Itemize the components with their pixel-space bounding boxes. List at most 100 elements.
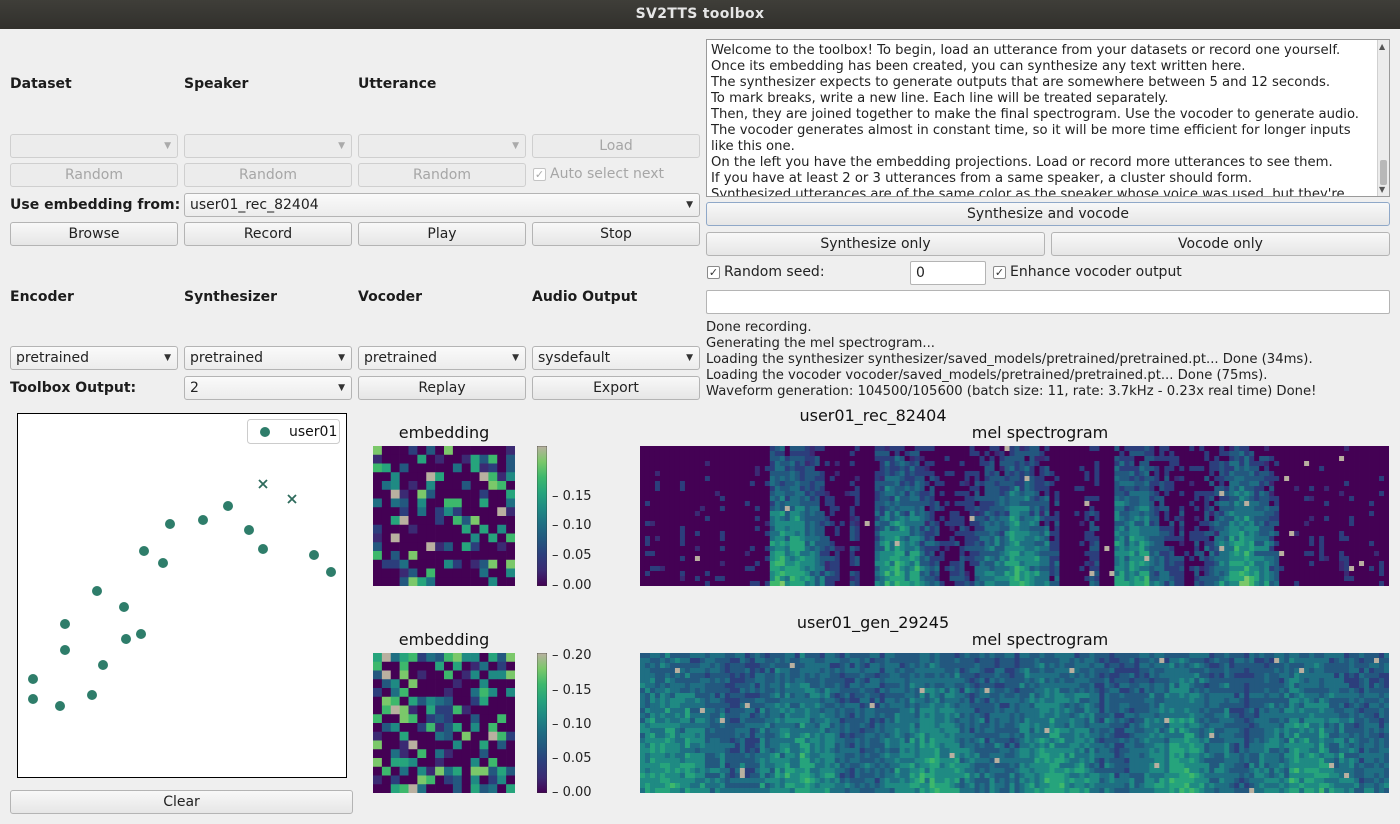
status-bar [706, 290, 1390, 314]
stop-button[interactable]: Stop [532, 222, 700, 246]
random-seed-checkbox[interactable]: ✓ [707, 266, 720, 279]
log-line: Generating the mel spectrogram... [706, 336, 935, 351]
export-button[interactable]: Export [532, 376, 700, 400]
top-mel-spectrogram [640, 446, 1389, 586]
browse-button[interactable]: Browse [10, 222, 178, 246]
text-scrollbar[interactable]: ▲ ▼ [1377, 40, 1389, 196]
instructions-line: Then, they are joined together to make t… [711, 107, 1360, 122]
projection-point [98, 660, 108, 670]
colorbar-tick: – 0.10 [552, 716, 592, 732]
random-speaker-button[interactable]: Random [184, 163, 352, 187]
utterance-label: Utterance [358, 76, 437, 92]
audio-output-label: Audio Output [532, 289, 638, 305]
projection-points [28, 501, 336, 711]
embedding-source-dropdown[interactable]: user01_rec_82404 ▼ [184, 193, 700, 217]
projection-point [309, 550, 319, 560]
audio-output-dropdown[interactable]: sysdefault ▼ [532, 346, 700, 370]
top-utterance-title: user01_rec_82404 [799, 406, 947, 425]
vocode-only-button[interactable]: Vocode only [1051, 232, 1390, 256]
use-embedding-label: Use embedding from: [10, 197, 181, 213]
load-button[interactable]: Load [532, 134, 700, 158]
projection-point [92, 586, 102, 596]
synthesize-only-button[interactable]: Synthesize only [706, 232, 1045, 256]
record-button[interactable]: Record [184, 222, 352, 246]
chevron-down-icon: ▼ [338, 141, 345, 151]
instructions-line: The synthesizer expects to generate outp… [711, 75, 1331, 90]
colorbar-tick: – 0.00 [552, 785, 592, 800]
chevron-down-icon: ▼ [338, 383, 345, 393]
projection-point [165, 519, 175, 529]
log-line: Waveform generation: 104500/105600 (batc… [706, 384, 1317, 399]
encoder-dropdown[interactable]: pretrained ▼ [10, 346, 178, 370]
top-embedding-title: embedding [398, 423, 490, 442]
synthesized-marker [287, 494, 297, 504]
window-title: SV2TTS toolbox [0, 0, 1400, 29]
projection-point [121, 634, 131, 644]
random-seed-label: Random seed: [724, 264, 825, 280]
legend-box [247, 419, 340, 444]
speaker-dropdown[interactable]: ▼ [184, 134, 352, 158]
text-input-area[interactable]: Welcome to the toolbox! To begin, load a… [706, 39, 1390, 197]
scroll-up-icon[interactable]: ▲ [1379, 42, 1386, 51]
auto-select-checkbox[interactable]: ✓ [533, 168, 546, 181]
play-button[interactable]: Play [358, 222, 526, 246]
top-embedding-heatmap [373, 446, 515, 586]
synthesizer-dropdown[interactable]: pretrained ▼ [184, 346, 352, 370]
bottom-spectrogram-title: mel spectrogram [971, 630, 1109, 649]
projection-point [28, 674, 38, 684]
encoder-value: pretrained [16, 350, 90, 366]
instructions-line: On the left you have the embedding proje… [711, 155, 1333, 170]
chevron-down-icon: ▼ [338, 353, 345, 363]
instructions-line: Once its embedding has been created, you… [711, 59, 1246, 74]
chevron-down-icon: ▼ [164, 141, 171, 151]
bottom-utterance-title: user01_gen_29245 [796, 613, 950, 632]
projection-point [326, 567, 336, 577]
random-dataset-button[interactable]: Random [10, 163, 178, 187]
bottom-embedding-title: embedding [398, 630, 490, 649]
projection-point [139, 546, 149, 556]
log-line: Loading the vocoder vocoder/saved_models… [706, 368, 1268, 383]
synthesize-and-vocode-button[interactable]: Synthesize and vocode [706, 202, 1390, 226]
legend-label: user01 [289, 424, 337, 440]
colorbar-tick: – 0.00 [552, 578, 592, 593]
colorbar-tick: – 0.15 [552, 488, 592, 504]
projection-point [158, 558, 168, 568]
dataset-dropdown[interactable]: ▼ [10, 134, 178, 158]
projection-point [223, 501, 233, 511]
scroll-down-icon[interactable]: ▼ [1379, 185, 1386, 194]
colorbar-tick: – 0.10 [552, 518, 592, 534]
chevron-down-icon: ▼ [512, 141, 519, 151]
scroll-thumb[interactable] [1380, 160, 1387, 185]
bottom-embedding-heatmap [373, 653, 515, 793]
clear-button[interactable]: Clear [10, 790, 353, 814]
synthesized-markers [258, 479, 297, 504]
log-output: Done recording. Generating the mel spectr… [706, 320, 1316, 400]
toolbox-output-dropdown[interactable]: 2 ▼ [184, 376, 352, 400]
projection-point [60, 645, 70, 655]
instructions-text[interactable]: Welcome to the toolbox! To begin, load a… [707, 40, 1375, 196]
projection-point [244, 525, 254, 535]
dataset-label: Dataset [10, 76, 72, 92]
utterance-dropdown[interactable]: ▼ [358, 134, 526, 158]
auto-select-label: Auto select next [550, 166, 665, 182]
colorbar-tick: – 0.05 [552, 750, 592, 766]
projection-point [119, 602, 129, 612]
toolbox-output-value: 2 [190, 380, 199, 396]
replay-button[interactable]: Replay [358, 376, 526, 400]
bottom-mel-spectrogram [640, 653, 1389, 793]
random-utterance-button[interactable]: Random [358, 163, 526, 187]
projection-point [28, 694, 38, 704]
synthesizer-value: pretrained [190, 350, 264, 366]
vocoder-dropdown[interactable]: pretrained ▼ [358, 346, 526, 370]
enhance-label: Enhance vocoder output [1010, 264, 1182, 280]
bottom-colorbar [537, 653, 547, 793]
vocoder-label: Vocoder [358, 289, 423, 305]
log-line: Loading the synthesizer synthesizer/save… [706, 352, 1313, 367]
enhance-checkbox[interactable]: ✓ [993, 266, 1006, 279]
colorbar-tick: – 0.05 [552, 548, 592, 564]
random-seed-input[interactable]: 0 [910, 261, 986, 285]
colorbar-tick: – 0.15 [552, 682, 592, 698]
projection-point [87, 690, 97, 700]
chevron-down-icon: ▼ [686, 353, 693, 363]
instructions-line: The vocoder generates almost in constant… [711, 123, 1351, 154]
